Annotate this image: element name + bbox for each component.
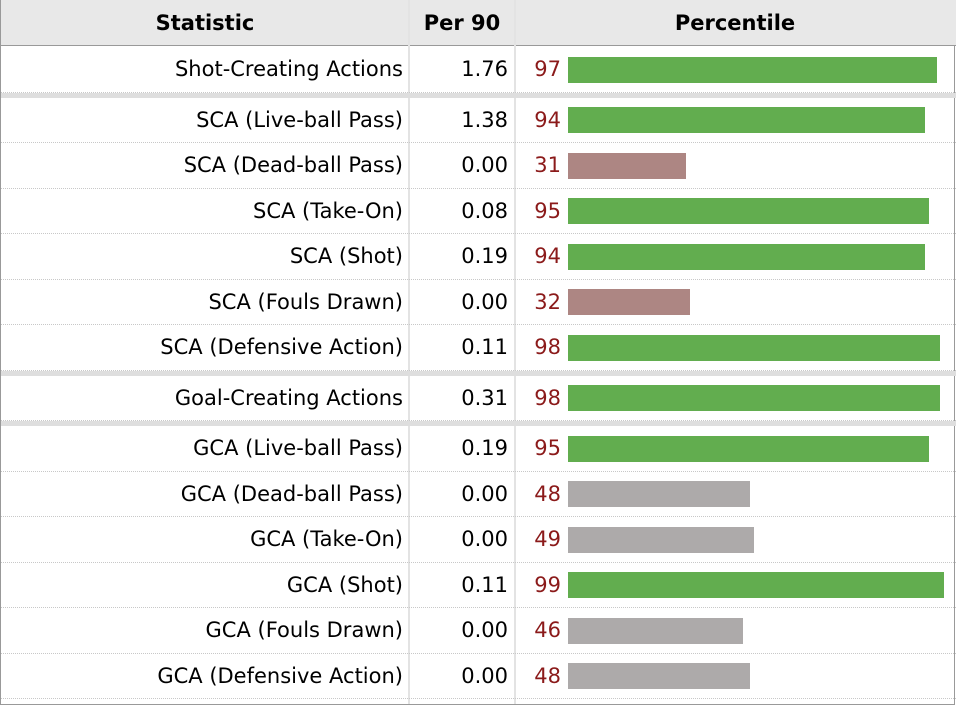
- percentile-bar: [568, 572, 944, 599]
- percentile-value: 95: [534, 198, 561, 223]
- per90-value: 1.76: [461, 57, 508, 81]
- per90-value: 0.00: [461, 618, 508, 642]
- percentile-value: 99: [534, 572, 561, 597]
- statistic-label: SCA (Live-ball Pass): [196, 107, 403, 132]
- per90-value: 0.00: [461, 527, 508, 551]
- table-row: SCA (Defensive Action) 0.11 98: [1, 325, 956, 371]
- table-row: GCA (Fouls Drawn) 0.00 46: [1, 608, 956, 654]
- statistic-label: GCA (Shot): [286, 572, 403, 597]
- statistic-label: SCA (Shot): [289, 244, 403, 268]
- statistic-label: SCA (Fouls Drawn): [208, 289, 403, 314]
- statistic-label: GCA (Live-ball Pass): [193, 436, 403, 460]
- header-statistic[interactable]: Statistic: [155, 11, 255, 35]
- percentile-bar: [568, 385, 940, 412]
- percentile-bar: [568, 107, 925, 134]
- table-row: GCA (Defensive Action) 0.00 48: [1, 654, 956, 699]
- percentile-value: 95: [534, 436, 561, 460]
- percentile-bar: [568, 663, 750, 690]
- percentile-value: 49: [534, 527, 561, 551]
- table-row: GCA (Dead-ball Pass) 0.00 48: [1, 472, 956, 517]
- statistic-label: SCA (Take-On): [253, 198, 403, 223]
- percentile-bar: [568, 289, 690, 316]
- column-divider: [408, 0, 410, 704]
- column-divider: [514, 0, 516, 704]
- table-row: SCA (Take-On) 0.08 95: [1, 189, 956, 234]
- statistic-label: GCA (Dead-ball Pass): [180, 481, 403, 506]
- statistic-label: GCA (Defensive Action): [157, 663, 403, 688]
- percentile-value: 98: [534, 385, 561, 410]
- per90-value: 0.00: [461, 481, 508, 506]
- statistic-label: GCA (Fouls Drawn): [205, 618, 403, 642]
- per90-value: 0.19: [461, 436, 508, 460]
- per90-value: 1.38: [461, 107, 508, 132]
- percentile-value: 48: [534, 663, 561, 688]
- per90-value: 0.00: [461, 663, 508, 688]
- percentile-bar: [568, 481, 750, 508]
- percentile-bar: [568, 435, 929, 462]
- percentile-bar: [568, 243, 925, 270]
- percentile-value: 98: [534, 335, 561, 359]
- header-percentile[interactable]: Percentile: [674, 11, 796, 35]
- per90-value: 0.00: [461, 153, 508, 177]
- group-separator: [1, 92, 956, 98]
- table-row: GCA (Shot) 0.11 99: [1, 563, 956, 608]
- percentile-bar: [568, 526, 754, 553]
- statistic-label: Goal-Creating Actions: [174, 385, 403, 410]
- header-per90[interactable]: Per 90: [423, 11, 501, 35]
- per90-value: 0.00: [461, 289, 508, 314]
- table-header: Statistic Per 90 Percentile: [1, 0, 956, 46]
- group-separator: [1, 421, 956, 426]
- per90-value: 0.11: [461, 335, 508, 359]
- table-row: Goal-Creating Actions 0.31 98: [1, 376, 956, 421]
- table-row: Shot-Creating Actions 1.76 97: [1, 47, 956, 93]
- statistic-label: SCA (Defensive Action): [160, 335, 403, 359]
- per90-value: 0.08: [461, 198, 508, 223]
- percentile-value: 31: [534, 153, 561, 177]
- per90-value: 0.11: [461, 572, 508, 597]
- percentile-bar: [568, 617, 743, 644]
- percentile-value: 32: [534, 289, 561, 314]
- table-row: SCA (Fouls Drawn) 0.00 32: [1, 280, 956, 325]
- table-row: SCA (Dead-ball Pass) 0.00 31: [1, 143, 956, 189]
- percentile-bar: [568, 56, 937, 83]
- table-row: GCA (Take-On) 0.00 49: [1, 517, 956, 563]
- percentile-value: 94: [534, 244, 561, 268]
- table-row: SCA (Shot) 0.19 94: [1, 234, 956, 280]
- percentile-bar: [568, 152, 686, 179]
- group-separator: [1, 370, 956, 376]
- per90-value: 0.31: [461, 385, 508, 410]
- percentile-value: 46: [534, 618, 561, 642]
- percentile-bar: [568, 334, 940, 361]
- per90-value: 0.19: [461, 244, 508, 268]
- percentile-bar: [568, 198, 929, 225]
- table-row: GCA (Live-ball Pass) 0.19 95: [1, 426, 956, 472]
- statistic-label: GCA (Take-On): [250, 527, 403, 551]
- percentile-value: 48: [534, 481, 561, 506]
- statistic-label: Shot-Creating Actions: [174, 57, 403, 81]
- percentile-value: 94: [534, 107, 561, 132]
- statistic-label: SCA (Dead-ball Pass): [183, 153, 403, 177]
- table-row: SCA (Live-ball Pass) 1.38 94: [1, 98, 956, 143]
- percentile-value: 97: [534, 57, 561, 81]
